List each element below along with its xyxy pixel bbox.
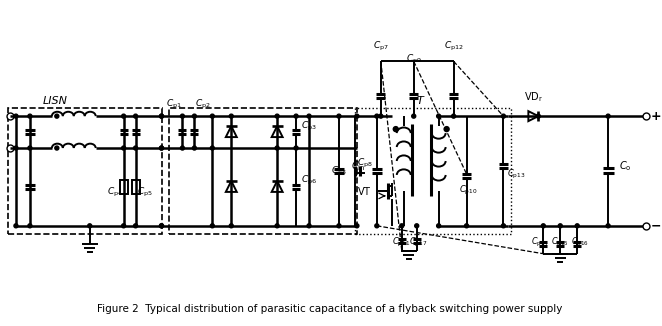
Circle shape: [160, 146, 164, 150]
Circle shape: [414, 224, 418, 228]
Circle shape: [193, 146, 197, 150]
Circle shape: [28, 146, 32, 150]
Bar: [169, 108, 357, 234]
Text: $C_{\rm p2}$: $C_{\rm p2}$: [195, 98, 211, 111]
Circle shape: [14, 224, 18, 228]
Text: $T$: $T$: [416, 94, 426, 106]
Text: $C_{\rm p9}$: $C_{\rm p9}$: [406, 53, 422, 66]
Circle shape: [393, 126, 399, 132]
Circle shape: [355, 114, 359, 118]
Circle shape: [134, 146, 138, 150]
Circle shape: [375, 224, 379, 228]
Polygon shape: [271, 181, 283, 192]
Circle shape: [229, 114, 233, 118]
Polygon shape: [528, 111, 538, 121]
Circle shape: [211, 114, 214, 118]
Circle shape: [294, 114, 298, 118]
Circle shape: [337, 114, 341, 118]
Circle shape: [14, 146, 18, 150]
Circle shape: [160, 146, 164, 150]
Text: $C_{\rm p4}$: $C_{\rm p4}$: [107, 186, 122, 199]
Text: $C_{\rm p7}$: $C_{\rm p7}$: [373, 40, 389, 53]
Bar: [120, 180, 128, 194]
Text: $\rm VT$: $\rm VT$: [357, 185, 372, 197]
Circle shape: [28, 224, 32, 228]
Circle shape: [412, 114, 416, 118]
Text: −: −: [651, 219, 661, 232]
Polygon shape: [271, 126, 283, 137]
Text: $C_{\rm p8}$: $C_{\rm p8}$: [331, 164, 347, 178]
Circle shape: [294, 146, 298, 150]
Circle shape: [275, 224, 279, 228]
Text: +: +: [651, 110, 661, 123]
Circle shape: [465, 224, 469, 228]
Circle shape: [134, 224, 138, 228]
Circle shape: [275, 146, 279, 150]
Polygon shape: [226, 126, 237, 137]
Circle shape: [558, 224, 562, 228]
Circle shape: [55, 146, 59, 150]
Circle shape: [606, 114, 610, 118]
Bar: [355, 108, 512, 234]
Circle shape: [181, 114, 185, 118]
Text: $C_{\rm p1}$: $C_{\rm p1}$: [166, 98, 181, 111]
Circle shape: [55, 114, 59, 118]
Circle shape: [444, 126, 449, 132]
Text: $C_{\rm p17}$: $C_{\rm p17}$: [409, 236, 428, 249]
Text: $C_{\rm p11}$: $C_{\rm p11}$: [391, 236, 410, 249]
Circle shape: [400, 224, 404, 228]
Circle shape: [211, 146, 214, 150]
Circle shape: [437, 224, 441, 228]
Bar: [132, 180, 140, 194]
Circle shape: [501, 224, 506, 228]
Text: $C_{\rm o}$: $C_{\rm o}$: [619, 159, 632, 173]
Circle shape: [181, 146, 185, 150]
Text: $C_{\rm p14}$: $C_{\rm p14}$: [532, 236, 549, 249]
Bar: [8, 108, 162, 234]
Text: $C_{\rm p5}$: $C_{\rm p5}$: [136, 186, 152, 199]
Text: $\rm VD_r$: $\rm VD_r$: [524, 90, 543, 104]
Text: $C_{\rm p13}$: $C_{\rm p13}$: [508, 168, 526, 181]
Circle shape: [379, 114, 383, 118]
Polygon shape: [226, 181, 237, 192]
Text: $C_{\rm p10}$: $C_{\rm p10}$: [459, 184, 478, 197]
Text: $C_{\rm in}$: $C_{\rm in}$: [351, 159, 365, 173]
Circle shape: [355, 224, 359, 228]
Text: $C_{\rm p12}$: $C_{\rm p12}$: [444, 40, 463, 53]
Circle shape: [211, 224, 214, 228]
Circle shape: [122, 114, 126, 118]
Circle shape: [160, 114, 164, 118]
Circle shape: [28, 114, 32, 118]
Circle shape: [88, 224, 92, 228]
Circle shape: [451, 114, 455, 118]
Circle shape: [501, 114, 506, 118]
Text: $C_{\rm p15}$: $C_{\rm p15}$: [551, 236, 569, 249]
Circle shape: [606, 224, 610, 228]
Circle shape: [122, 146, 126, 150]
Circle shape: [229, 224, 233, 228]
Circle shape: [307, 224, 311, 228]
Text: $C_{\rm p6}$: $C_{\rm p6}$: [301, 174, 317, 187]
Circle shape: [307, 114, 311, 118]
Circle shape: [14, 114, 18, 118]
Circle shape: [193, 114, 197, 118]
Circle shape: [275, 114, 279, 118]
Circle shape: [134, 114, 138, 118]
Circle shape: [375, 114, 379, 118]
Circle shape: [575, 224, 579, 228]
Circle shape: [542, 224, 545, 228]
Circle shape: [160, 224, 164, 228]
Circle shape: [437, 114, 441, 118]
Text: LISN: LISN: [42, 96, 68, 106]
Circle shape: [337, 224, 341, 228]
Text: $C_{\rm p16}$: $C_{\rm p16}$: [571, 236, 589, 249]
Circle shape: [160, 224, 164, 228]
Text: $C_{\rm p8}$: $C_{\rm p8}$: [357, 156, 373, 170]
Circle shape: [536, 114, 540, 118]
Text: $C_{\rm p3}$: $C_{\rm p3}$: [301, 120, 317, 133]
Circle shape: [122, 224, 126, 228]
Text: Figure 2  Typical distribution of parasitic capacitance of a flyback switching p: Figure 2 Typical distribution of parasit…: [97, 304, 563, 314]
Circle shape: [160, 114, 164, 118]
